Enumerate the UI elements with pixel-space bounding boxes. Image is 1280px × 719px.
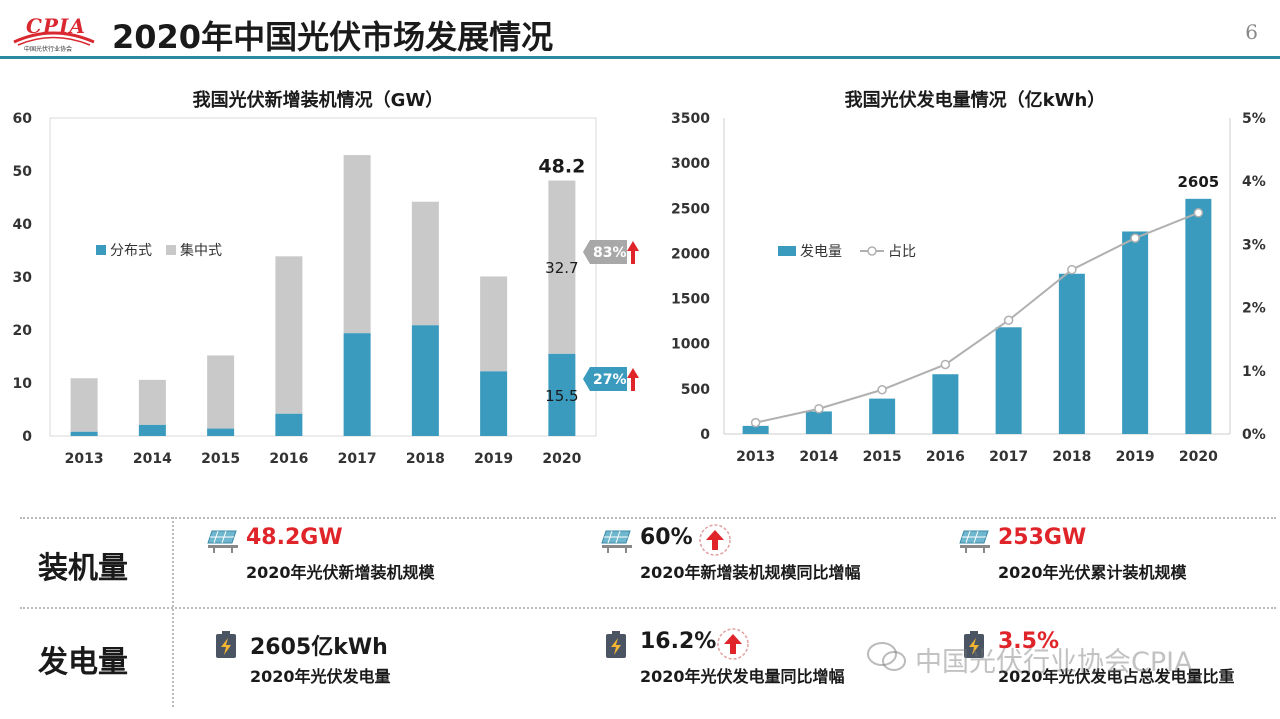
x-tick-label: 2019 [1116, 449, 1155, 465]
legend-swatch-generation [778, 246, 796, 256]
generation-chart: 我国光伏发电量情况（亿kWh） 0 500 1000 1500 2000 2500 3000 3… [0, 0, 1280, 480]
battery-icon [210, 631, 244, 659]
bar-generation [1122, 231, 1148, 434]
solar-panel-icon [206, 527, 240, 555]
bar-generation [996, 327, 1022, 434]
battery-icon [600, 631, 634, 659]
point-share [878, 386, 886, 394]
stat-value: 2605亿kWh [250, 629, 388, 661]
stat-value: 16.2% [640, 629, 716, 654]
bar-generation [932, 374, 958, 434]
x-tick-label: 2014 [799, 449, 838, 465]
summary-mid-divider [20, 607, 1276, 609]
y-tick-label: 500 [681, 382, 710, 398]
up-arrow-icon [716, 627, 750, 661]
stat-desc: 2020年光伏发电量 [250, 663, 391, 687]
x-tick-label: 2018 [1052, 449, 1091, 465]
y2-tick-label: 1% [1242, 364, 1266, 380]
summary-panel: 装机量 发电量 48.2GW 2020年光伏新增装机规模 60% [0, 505, 1280, 719]
row-label-generation: 发电量 [38, 637, 128, 681]
y-tick-label: 0 [700, 427, 710, 443]
stat-desc: 2020年新增装机规模同比增幅 [640, 559, 861, 583]
row-label-install: 装机量 [38, 543, 128, 587]
x-tick-label: 2015 [863, 449, 902, 465]
stat-desc: 2020年光伏新增装机规模 [246, 559, 435, 583]
y-tick-label: 2000 [671, 246, 710, 262]
x-tick-label: 2013 [736, 449, 775, 465]
point-share [1068, 266, 1076, 274]
y-tick-label: 3500 [671, 111, 710, 127]
y-tick-label: 1000 [671, 337, 710, 353]
legend-label-generation: 发电量 [800, 244, 842, 260]
y2-tick-label: 5% [1242, 111, 1266, 127]
x-tick-label: 2017 [989, 449, 1028, 465]
y2-tick-label: 4% [1242, 174, 1266, 190]
x-tick-label: 2016 [926, 449, 965, 465]
y2-tick-label: 0% [1242, 427, 1266, 443]
stat-value: 60% [640, 525, 693, 550]
watermark-text: 中国光伏行业协会CPIA [915, 640, 1193, 679]
legend-marker-share [868, 247, 876, 255]
y-tick-label: 2500 [671, 201, 710, 217]
data-label-2020: 2605 [1178, 173, 1220, 191]
stat-value: 48.2GW [246, 525, 343, 550]
summary-top-divider [20, 517, 1276, 519]
bar-generation [1059, 274, 1085, 434]
chart-title: 我国光伏发电量情况（亿kWh） [845, 89, 1106, 111]
stat-desc: 2020年光伏累计装机规模 [998, 559, 1187, 583]
y-tick-label: 1500 [671, 292, 710, 308]
stat-desc: 2020年光伏发电量同比增幅 [640, 663, 845, 687]
legend-label-share: 占比 [888, 244, 916, 260]
point-share [1005, 316, 1013, 324]
point-share [1194, 209, 1202, 217]
point-share [815, 405, 823, 413]
up-arrow-icon [698, 523, 732, 557]
bar-generation [1185, 199, 1211, 434]
bar-generation [806, 411, 832, 434]
point-share [752, 419, 760, 427]
summary-vertical-divider [172, 517, 174, 707]
point-share [1131, 234, 1139, 242]
solar-panel-icon [958, 527, 992, 555]
wechat-icon [865, 640, 909, 674]
y2-tick-label: 2% [1242, 301, 1266, 317]
solar-panel-icon [600, 527, 634, 555]
bar-generation [869, 399, 895, 434]
y2-tick-label: 3% [1242, 237, 1266, 253]
point-share [941, 360, 949, 368]
stat-value: 253GW [998, 525, 1086, 550]
y-tick-label: 3000 [671, 156, 710, 172]
x-tick-label: 2020 [1179, 449, 1218, 465]
